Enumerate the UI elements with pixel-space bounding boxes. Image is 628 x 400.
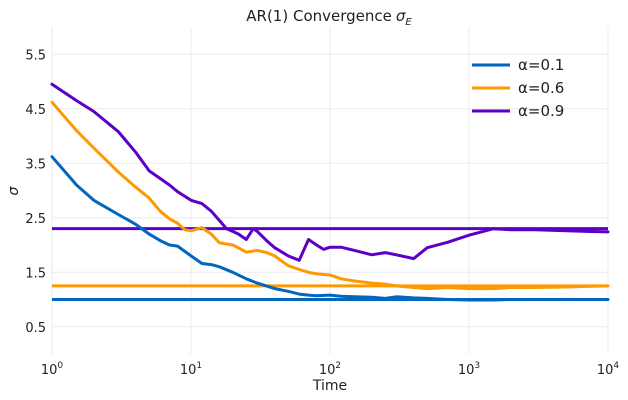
x-tick-label: 100 [41, 361, 64, 378]
y-tick-label: 4.5 [25, 103, 46, 118]
y-tick-labels: 0.5 1.5 2.5 3.5 4.5 5.5 [25, 48, 46, 336]
y-tick-label: 3.5 [25, 157, 46, 172]
grid [51, 27, 609, 354]
y-tick-label: 5.5 [25, 48, 46, 63]
x-tick-label: 103 [458, 361, 480, 378]
y-tick-label: 2.5 [25, 212, 46, 227]
legend-label: α=0.1 [518, 56, 564, 74]
y-tick-label: 1.5 [25, 266, 46, 281]
chart-title: AR(1) Convergence σE [246, 7, 412, 28]
series-line [50, 155, 610, 302]
x-tick-label: 102 [319, 361, 341, 378]
legend-label: α=0.6 [518, 79, 564, 97]
y-axis-label: σ [6, 185, 22, 195]
series-line [50, 82, 610, 262]
chart-title-symbol: σ [396, 7, 406, 25]
legend: α=0.1 α=0.6 α=0.9 [472, 56, 564, 120]
series-line [50, 100, 610, 291]
y-tick-label: 0.5 [25, 321, 46, 336]
x-tick-label: 104 [597, 361, 620, 378]
legend-label: α=0.9 [518, 102, 564, 120]
x-tick-labels: 100 101 102 103 104 [41, 361, 620, 378]
chart-title-subscript: E [405, 17, 412, 28]
x-tick-label: 101 [180, 361, 202, 378]
series-lines [50, 82, 610, 302]
x-axis-label: Time [312, 378, 347, 394]
chart-title-text: AR(1) Convergence [246, 7, 392, 25]
